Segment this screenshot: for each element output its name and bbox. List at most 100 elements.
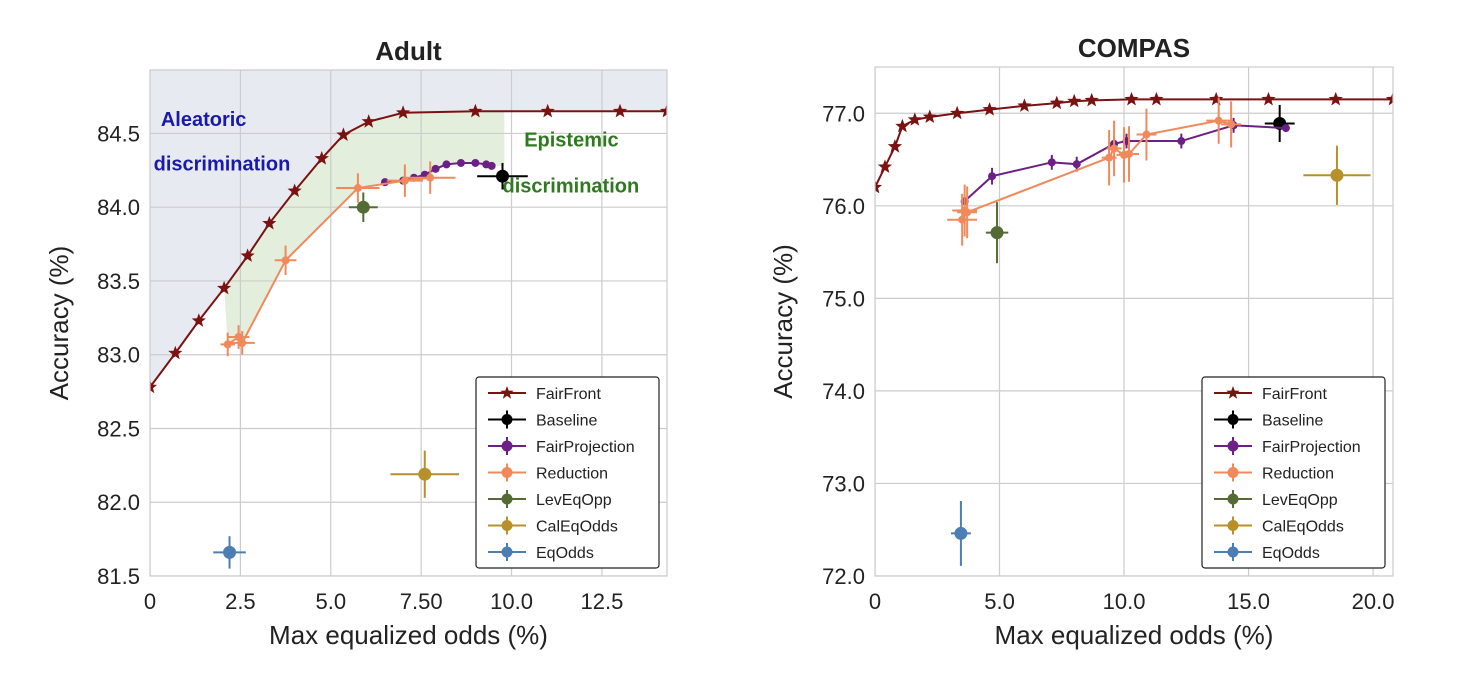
legend-label: LevEqOpp xyxy=(536,492,612,509)
legend-box xyxy=(1201,376,1386,569)
legend-label: Baseline xyxy=(536,413,597,430)
data-point-star xyxy=(1049,95,1064,110)
data-point-star xyxy=(1328,91,1343,106)
series-leveqopp xyxy=(348,192,378,222)
data-point-star xyxy=(191,313,206,327)
data-point-star xyxy=(875,179,883,194)
data-point-star xyxy=(240,248,255,262)
x-tick-label: 7.50 xyxy=(400,589,443,614)
legend-item: CalEqOdds xyxy=(488,516,618,536)
data-point xyxy=(1072,160,1081,169)
data-point xyxy=(1227,120,1236,129)
series-baseline xyxy=(477,162,528,190)
legend-label: FairProjection xyxy=(536,439,635,456)
legend-marker xyxy=(501,414,513,425)
data-point xyxy=(1142,130,1151,139)
data-point xyxy=(954,526,968,540)
legend-marker xyxy=(501,493,513,505)
legend-label: FairProjection xyxy=(1262,439,1361,456)
x-tick-label: 5.0 xyxy=(315,589,346,614)
data-point-star xyxy=(262,215,277,230)
data-point-star xyxy=(336,127,351,141)
legend-item: EqOdds xyxy=(1214,543,1320,562)
data-point-star xyxy=(1261,91,1276,106)
data-point-star xyxy=(395,105,411,119)
y-tick-label: 82.0 xyxy=(97,490,140,515)
legend-item: FairProjection xyxy=(488,437,635,456)
series-eqodds xyxy=(950,501,971,566)
data-point-star xyxy=(950,105,965,120)
data-point xyxy=(963,208,972,217)
legend-marker xyxy=(501,467,513,478)
y-tick-label: 76.0 xyxy=(822,194,865,219)
y-tick-label: 81.5 xyxy=(97,564,140,589)
series-caleqodds xyxy=(390,450,460,498)
legend-label: CalEqOdds xyxy=(536,519,618,536)
legend-item: CalEqOdds xyxy=(1214,516,1344,536)
data-point-star xyxy=(659,103,667,118)
data-point-star xyxy=(540,103,555,118)
y-tick-label: 84.0 xyxy=(97,195,140,220)
data-point xyxy=(1214,116,1223,125)
legend-item: Baseline xyxy=(1214,410,1323,430)
y-axis-label: Accuracy (%) xyxy=(768,244,798,399)
legend-item: LevEqOpp xyxy=(1214,490,1338,509)
legend-star-marker xyxy=(500,386,514,399)
data-point-star xyxy=(1209,91,1224,106)
data-point-star xyxy=(877,159,893,173)
legend-label: Reduction xyxy=(536,466,608,483)
data-point-star xyxy=(922,109,937,123)
legend-marker xyxy=(1227,440,1239,452)
plot-area xyxy=(875,67,1393,576)
data-point xyxy=(426,173,435,182)
data-point xyxy=(400,176,409,185)
series-caleqodds xyxy=(1303,145,1371,205)
legend-marker xyxy=(501,520,513,531)
y-tick-label: 77.0 xyxy=(822,101,865,126)
data-point xyxy=(496,169,509,183)
data-point-star xyxy=(468,103,483,118)
x-axis-label: Max equalized odds (%) xyxy=(269,620,548,650)
x-tick-label: 0 xyxy=(144,589,156,614)
data-point-star xyxy=(1385,91,1393,106)
data-point xyxy=(1047,158,1056,167)
data-point xyxy=(223,545,237,559)
legend-label: Baseline xyxy=(1262,413,1323,430)
data-point xyxy=(238,338,247,347)
adult-chart-panel: Aleatoric discrimination Epistemic discrimi… xyxy=(44,36,668,650)
data-point-star xyxy=(887,139,903,153)
plot-area xyxy=(150,70,667,576)
annotation-text: Epistemic xyxy=(524,130,618,152)
data-point xyxy=(990,226,1004,240)
legend-label: EqOdds xyxy=(536,545,594,562)
x-tick-label: 10.0 xyxy=(490,589,533,614)
data-point-star xyxy=(612,103,628,118)
data-point xyxy=(988,172,997,181)
legend-label: CalEqOdds xyxy=(1262,519,1344,536)
legend-marker xyxy=(1227,520,1239,531)
data-point-star xyxy=(1124,91,1139,106)
legend: FairFront Baseline FairProjection Reduction… xyxy=(1201,376,1386,569)
legend-marker xyxy=(501,440,513,452)
data-point xyxy=(1125,149,1134,158)
data-point xyxy=(456,158,465,167)
data-point-star xyxy=(150,379,158,394)
data-point xyxy=(1105,153,1114,162)
legend-marker xyxy=(1227,467,1239,478)
y-tick-label: 74.0 xyxy=(822,379,865,404)
x-tick-label: 12.5 xyxy=(581,589,624,614)
data-point-star xyxy=(895,118,910,133)
legend-item: FairFront xyxy=(1214,386,1327,403)
legend-label: Reduction xyxy=(1262,466,1334,483)
x-tick-label: 15.0 xyxy=(1227,589,1270,614)
legend-marker xyxy=(1227,414,1239,425)
x-tick-label: 2.5 xyxy=(225,589,256,614)
annotation-text: Aleatoric xyxy=(161,109,247,131)
data-point xyxy=(223,340,232,349)
data-point-star xyxy=(314,151,329,165)
data-point-star xyxy=(168,345,183,360)
data-point-star xyxy=(1017,98,1032,112)
legend: FairFront Baseline FairProjection Reduction… xyxy=(475,376,660,569)
legend-label: FairFront xyxy=(1262,386,1327,403)
legend-item: EqOdds xyxy=(488,543,594,562)
